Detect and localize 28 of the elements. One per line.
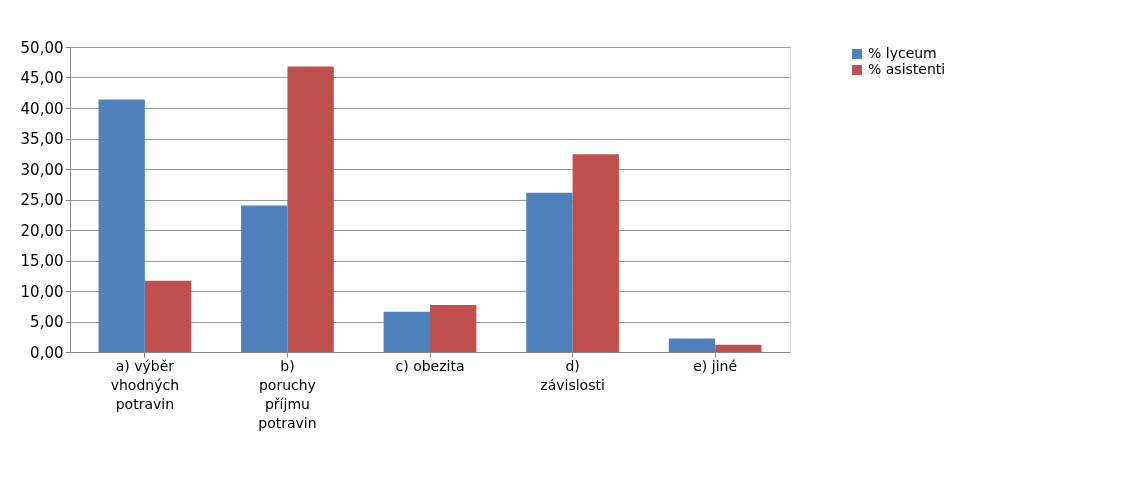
- bar: [430, 305, 477, 352]
- bar: [526, 192, 573, 352]
- bar: [144, 280, 192, 352]
- legend-label: % asistenti: [868, 61, 946, 77]
- y-tick-label: 5,00: [30, 313, 64, 331]
- y-tick-label: 50,00: [20, 38, 64, 57]
- y-tick-label: 45,00: [20, 69, 64, 87]
- y-tick-label: 10,00: [20, 282, 64, 301]
- bar: [287, 66, 334, 352]
- x-tick-label: e) jiné: [693, 357, 738, 374]
- y-tick-label: 40,00: [20, 99, 64, 118]
- bar: [668, 338, 716, 352]
- x-tick-label: a) výběr vhodných potravin: [110, 357, 180, 412]
- x-tick-label: c) obezita: [395, 357, 465, 374]
- y-tick-label: 25,00: [20, 191, 64, 209]
- bar: [715, 344, 762, 352]
- y-tick-label: 15,00: [20, 252, 64, 270]
- bar: [572, 154, 619, 352]
- y-tick-label: 30,00: [20, 160, 64, 179]
- y-tick-label: 0,00: [30, 343, 64, 362]
- bar: [383, 311, 430, 352]
- bar: [241, 205, 288, 352]
- x-tick-label: b) poruchy příjmu potravin: [258, 357, 317, 431]
- legend-label: % lyceum: [868, 45, 937, 61]
- y-tick-label: 20,00: [20, 221, 64, 240]
- bar: [98, 99, 145, 352]
- x-tick-label: d) závislosti: [540, 357, 605, 393]
- y-tick-label: 35,00: [20, 130, 64, 148]
